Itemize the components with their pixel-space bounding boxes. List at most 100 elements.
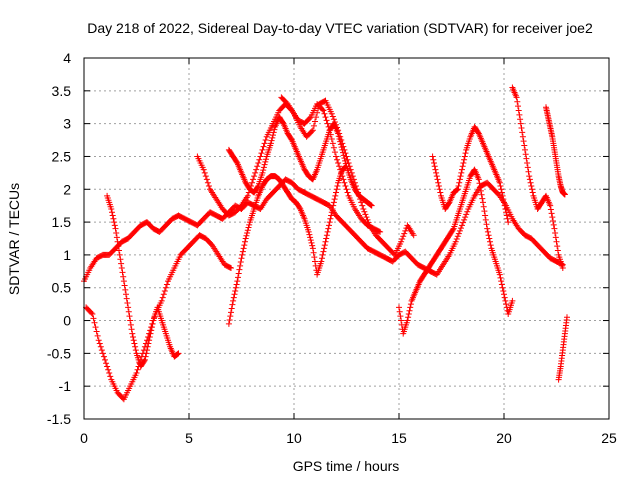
data-point [405,314,412,321]
data-point [480,203,487,210]
data-point [503,212,510,219]
data-point [319,106,326,113]
data-point [254,163,261,170]
data-point [329,140,336,147]
data-point [141,356,148,363]
data-point [368,202,375,209]
data-point [201,169,208,176]
data-point [262,158,269,165]
data-point [321,110,328,117]
data-point [127,321,134,328]
data-point [487,242,494,249]
data-point [122,286,129,293]
data-point [130,333,136,340]
data-point [486,235,493,242]
data-point [249,179,255,186]
y-tick-label: 2.5 [52,148,72,164]
data-point [124,300,131,307]
y-tick-label: 0.5 [52,280,72,296]
data-point [356,192,363,199]
data-point [106,370,113,377]
data-point [244,192,251,199]
data-point [476,180,483,187]
data-point [102,356,108,363]
data-point [261,161,268,168]
data-point [437,189,444,196]
data-point [242,235,249,242]
data-point [500,288,507,295]
data-point [484,225,491,232]
data-point [410,232,417,239]
data-point [522,146,528,153]
data-point [174,351,181,358]
chart-title: Day 218 of 2022, Sidereal Day-to-day VTE… [87,20,593,36]
data-point [226,264,233,271]
data-point [148,324,155,331]
data-point [547,206,554,213]
data-point [520,138,527,145]
y-tick-label: 0 [63,313,71,329]
data-point [116,251,123,258]
data-point [485,232,492,239]
data-point [477,184,484,191]
data-point [203,176,210,183]
data-point [358,199,365,206]
data-point [144,347,150,354]
series-track-1 [81,176,566,285]
data-point [145,340,152,347]
data-point [231,291,238,298]
data-point [431,160,437,167]
data-point [454,233,461,240]
data-point [336,163,343,170]
data-point [501,294,508,301]
data-point [204,179,211,186]
data-point [271,126,278,133]
data-point [118,265,125,272]
data-point [259,169,266,176]
data-point [463,211,470,218]
data-point [332,192,339,199]
data-point [505,219,512,226]
data-point [518,125,525,132]
series-track-9 [429,123,512,226]
y-tick-label: 3.5 [52,83,72,99]
data-point [228,309,234,316]
data-point [310,122,317,129]
data-point [130,337,137,344]
data-point [519,133,526,140]
data-point [497,182,504,189]
data-point [159,294,166,301]
data-point [325,225,332,232]
data-point [433,173,440,180]
data-point [461,156,468,163]
data-point [141,358,148,365]
data-point [344,156,351,163]
data-point [226,316,233,323]
data-point [314,109,321,116]
data-point [237,262,244,269]
data-point [309,127,316,134]
data-point [328,110,335,117]
data-point [496,271,503,278]
data-point [330,199,337,206]
data-point [496,179,503,186]
data-point [498,186,505,193]
data-point [462,150,469,157]
data-point [119,269,126,276]
data-point [149,320,156,327]
data-point [318,258,325,265]
data-point [435,179,442,186]
series-track-11 [543,104,568,198]
data-point [326,222,332,229]
data-point [326,219,333,226]
data-point [107,373,114,380]
data-point [482,212,489,219]
data-point [434,176,441,183]
data-point [103,360,110,367]
data-point [361,208,368,215]
data-point [550,221,557,228]
data-point [479,195,486,202]
data-point [309,245,316,252]
data-point [132,347,139,354]
data-point [456,227,463,234]
